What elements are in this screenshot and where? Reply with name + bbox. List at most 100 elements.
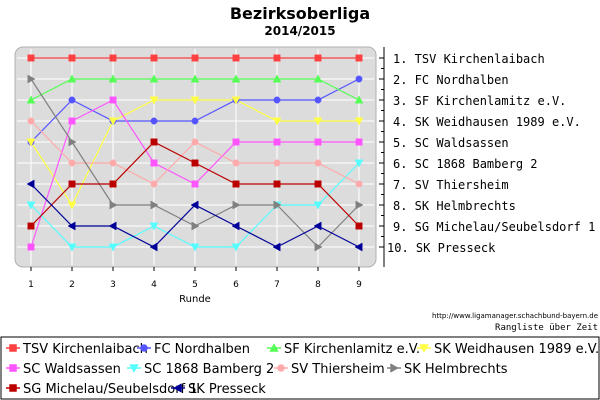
x-tick-label: 7 (274, 280, 280, 290)
x-tick-label: 9 (356, 280, 362, 290)
data-point (273, 159, 281, 167)
data-point (355, 222, 363, 230)
data-point (232, 54, 240, 62)
data-point (231, 74, 241, 83)
data-point (67, 243, 77, 252)
data-point (231, 96, 241, 105)
data-point (149, 222, 159, 231)
data-point (190, 200, 199, 210)
data-point (26, 138, 36, 147)
legend-swatch-marker (390, 363, 399, 373)
data-point (109, 54, 117, 62)
data-point (149, 242, 158, 252)
legend-entry: SK Presseck (188, 382, 266, 397)
data-point (273, 180, 281, 188)
x-tick-label: 4 (151, 280, 157, 290)
data-point (149, 96, 159, 105)
data-point (108, 74, 118, 83)
data-point (314, 159, 322, 167)
x-tick-label: 3 (110, 280, 116, 290)
data-point (150, 159, 158, 167)
data-point (190, 243, 200, 252)
legend: TSV Kirchenlaibach FC Nordhalben SF Kirche… (6, 342, 599, 397)
data-point (314, 138, 322, 146)
data-point (68, 137, 77, 147)
data-point (191, 159, 199, 167)
legend-swatch-marker (269, 343, 279, 352)
data-point (109, 200, 118, 210)
data-point (109, 96, 117, 104)
data-point (27, 74, 36, 84)
data-point (27, 54, 35, 62)
legend-entry: SC 1868 Bamberg 2 (144, 362, 274, 377)
legend-swatch-marker (9, 344, 17, 352)
data-point (313, 221, 322, 231)
legend-entry: SG Michelau/Seubelsdorf 1 (23, 382, 198, 397)
data-point (313, 201, 323, 210)
source-url[interactable]: http://www.ligamanager.schachbund-bayern… (432, 312, 598, 320)
data-point (355, 180, 363, 188)
legend-entry: TSV Kirchenlaibach (22, 342, 148, 357)
rank-label: 3. SF Kirchenlamitz e.V. (393, 94, 566, 108)
data-point (355, 200, 364, 210)
data-point (190, 96, 200, 105)
legend-entry: SF Kirchenlamitz e.V. (284, 342, 420, 357)
x-tick-label: 5 (192, 280, 198, 290)
data-point (354, 159, 364, 168)
data-point (272, 74, 282, 83)
data-point (314, 54, 322, 62)
legend-entry: SK Helmbrechts (404, 362, 508, 377)
data-point (273, 138, 281, 146)
legend-swatch-marker (419, 344, 429, 353)
legend-swatch-marker (173, 383, 182, 393)
data-point (109, 180, 117, 188)
data-point (191, 117, 199, 125)
data-point (26, 179, 35, 189)
data-point (108, 117, 118, 126)
data-point (232, 138, 240, 146)
data-point (232, 180, 240, 188)
chart-subtitle: 2014/2015 (264, 24, 335, 38)
legend-swatch-marker (9, 384, 17, 392)
data-point (272, 117, 282, 126)
legend-swatch-marker (140, 344, 148, 352)
data-point (313, 117, 323, 126)
rank-label: 4. SK Weidhausen 1989 e.V. (393, 115, 581, 129)
data-point (109, 159, 117, 167)
data-point (232, 200, 241, 210)
data-point (232, 159, 240, 167)
rank-label: 1. TSV Kirchenlaibach (393, 52, 545, 66)
rank-label: 8. SK Helmbrechts (393, 199, 516, 213)
rank-label: 2. FC Nordhalben (393, 73, 509, 87)
data-point (191, 221, 200, 231)
data-point (191, 138, 199, 146)
data-point (314, 242, 323, 252)
data-point (355, 54, 363, 62)
rank-label: 7. SV Thiersheim (393, 178, 509, 192)
data-point (150, 117, 158, 125)
x-tick-label: 2 (69, 280, 75, 290)
data-point (273, 200, 282, 210)
x-axis-label: Runde (179, 294, 211, 305)
data-point (67, 221, 76, 231)
legend-swatch-marker (9, 364, 17, 372)
data-point (191, 180, 199, 188)
data-point (68, 96, 76, 104)
data-point (26, 95, 36, 104)
data-point (150, 200, 159, 210)
data-point (313, 74, 323, 83)
rank-label: 9. SG Michelau/Seubelsdorf 1 (393, 220, 595, 234)
legend-entry: FC Nordhalben (154, 342, 250, 357)
data-point (68, 180, 76, 188)
data-point (355, 75, 363, 83)
rank-label: 5. SC Waldsassen (393, 136, 509, 150)
legend-entry: SC Waldsassen (23, 362, 121, 377)
x-tick-label: 8 (315, 280, 321, 290)
data-point (354, 117, 364, 126)
data-point (231, 243, 241, 252)
data-point (27, 243, 35, 251)
data-point (68, 117, 76, 125)
data-point (273, 96, 281, 104)
data-point (354, 242, 363, 252)
